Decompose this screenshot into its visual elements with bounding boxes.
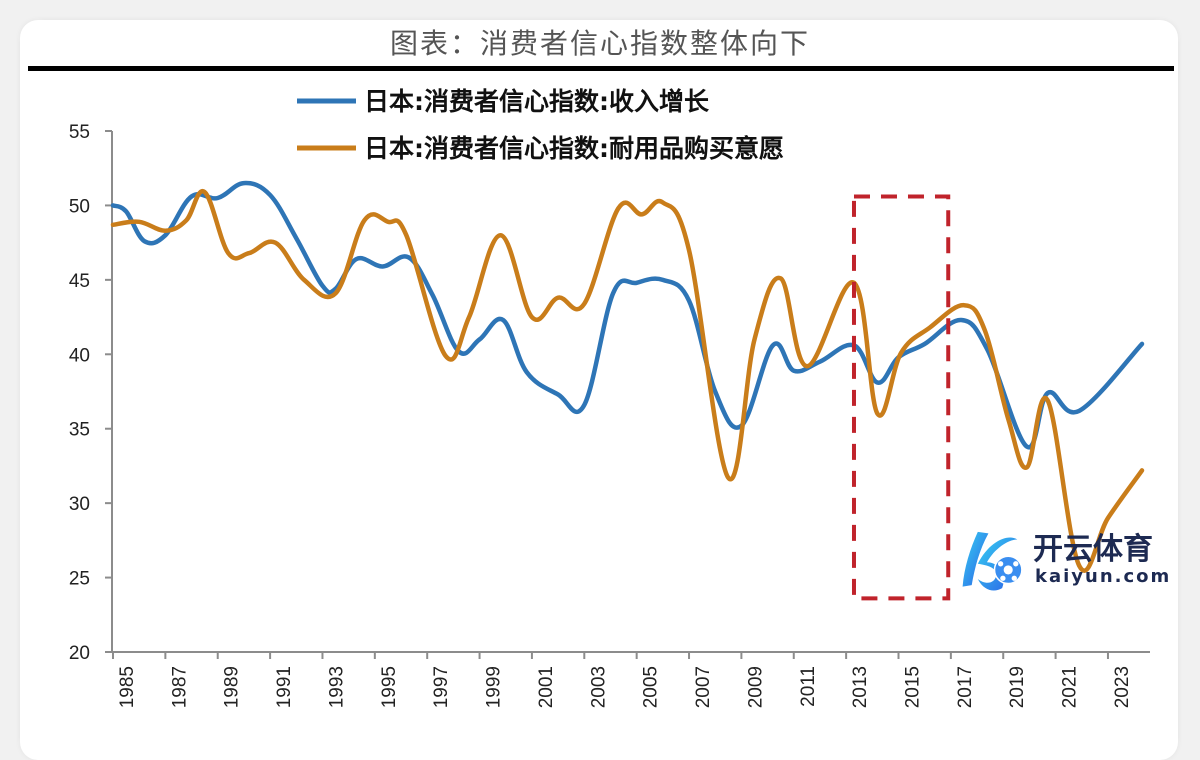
x-tick-label: 2001 bbox=[536, 666, 557, 708]
watermark-brand-cn: 开云体育 bbox=[1033, 532, 1153, 567]
x-tick-label: 1997 bbox=[431, 666, 452, 708]
kaiyun-k-soccer-ball-logo-icon bbox=[962, 531, 1023, 591]
x-tick-label: 1987 bbox=[169, 666, 190, 708]
x-tick-label: 2023 bbox=[1112, 666, 1133, 708]
y-tick-label: 55 bbox=[69, 122, 90, 143]
legend-item: 日本:消费者信心指数:耐用品购买意愿 bbox=[297, 134, 784, 163]
x-tick-label: 2007 bbox=[693, 666, 714, 708]
y-tick-label: 40 bbox=[69, 345, 90, 366]
chart-card bbox=[20, 20, 1178, 760]
legend-label: 日本:消费者信心指数:耐用品购买意愿 bbox=[364, 134, 784, 163]
x-tick-label: 1995 bbox=[379, 666, 400, 708]
title-rule bbox=[28, 66, 1174, 71]
series-0 bbox=[110, 180, 1145, 450]
x-tick-label: 2009 bbox=[745, 666, 766, 708]
y-tick-label: 25 bbox=[69, 569, 90, 590]
legend-item: 日本:消费者信心指数:收入增长 bbox=[297, 87, 710, 116]
x-tick-label: 2019 bbox=[1007, 666, 1028, 708]
x-tick-label: 1985 bbox=[117, 666, 138, 708]
y-tick-label: 30 bbox=[69, 494, 90, 515]
y-tick-label: 45 bbox=[69, 271, 90, 292]
line-chart: 20 25 30 35 40 45 50 55 1985 1987 1989 1991 1993 1995… bbox=[69, 87, 1150, 708]
legend-label: 日本:消费者信心指数:收入增长 bbox=[364, 87, 710, 116]
watermark: 开云体育 kaiyun.com bbox=[955, 520, 1180, 604]
x-tick-label: 1999 bbox=[484, 666, 505, 708]
x-tick-label: 1993 bbox=[326, 666, 347, 708]
chart-title: 图表：消费者信心指数整体向下 bbox=[389, 27, 810, 60]
x-tick-label: 1989 bbox=[222, 666, 243, 708]
x-tick-label: 2017 bbox=[955, 666, 976, 708]
axes: 20 25 30 35 40 45 50 55 1985 1987 1989 1991 1993 1995… bbox=[69, 122, 1150, 708]
durable-goods-line bbox=[110, 188, 1145, 573]
annotations bbox=[851, 194, 951, 601]
x-tick-label: 2005 bbox=[641, 666, 662, 708]
income-growth-line bbox=[110, 180, 1145, 450]
series-lines bbox=[110, 180, 1145, 573]
y-tick-label: 35 bbox=[69, 420, 90, 441]
x-tick-label: 2011 bbox=[798, 666, 819, 707]
x-tick-label: 2021 bbox=[1060, 666, 1081, 708]
highlight-dashed-box bbox=[851, 194, 951, 601]
x-tick-label: 2013 bbox=[850, 666, 871, 708]
y-tick-label: 50 bbox=[69, 196, 90, 217]
watermark-brand-en: kaiyun.com bbox=[1035, 566, 1172, 587]
x-tick-label: 2015 bbox=[902, 666, 923, 708]
series-1 bbox=[110, 188, 1145, 573]
x-tick-label: 2003 bbox=[588, 666, 609, 708]
x-tick-label: 1991 bbox=[274, 666, 295, 708]
y-tick-label: 20 bbox=[69, 643, 90, 664]
